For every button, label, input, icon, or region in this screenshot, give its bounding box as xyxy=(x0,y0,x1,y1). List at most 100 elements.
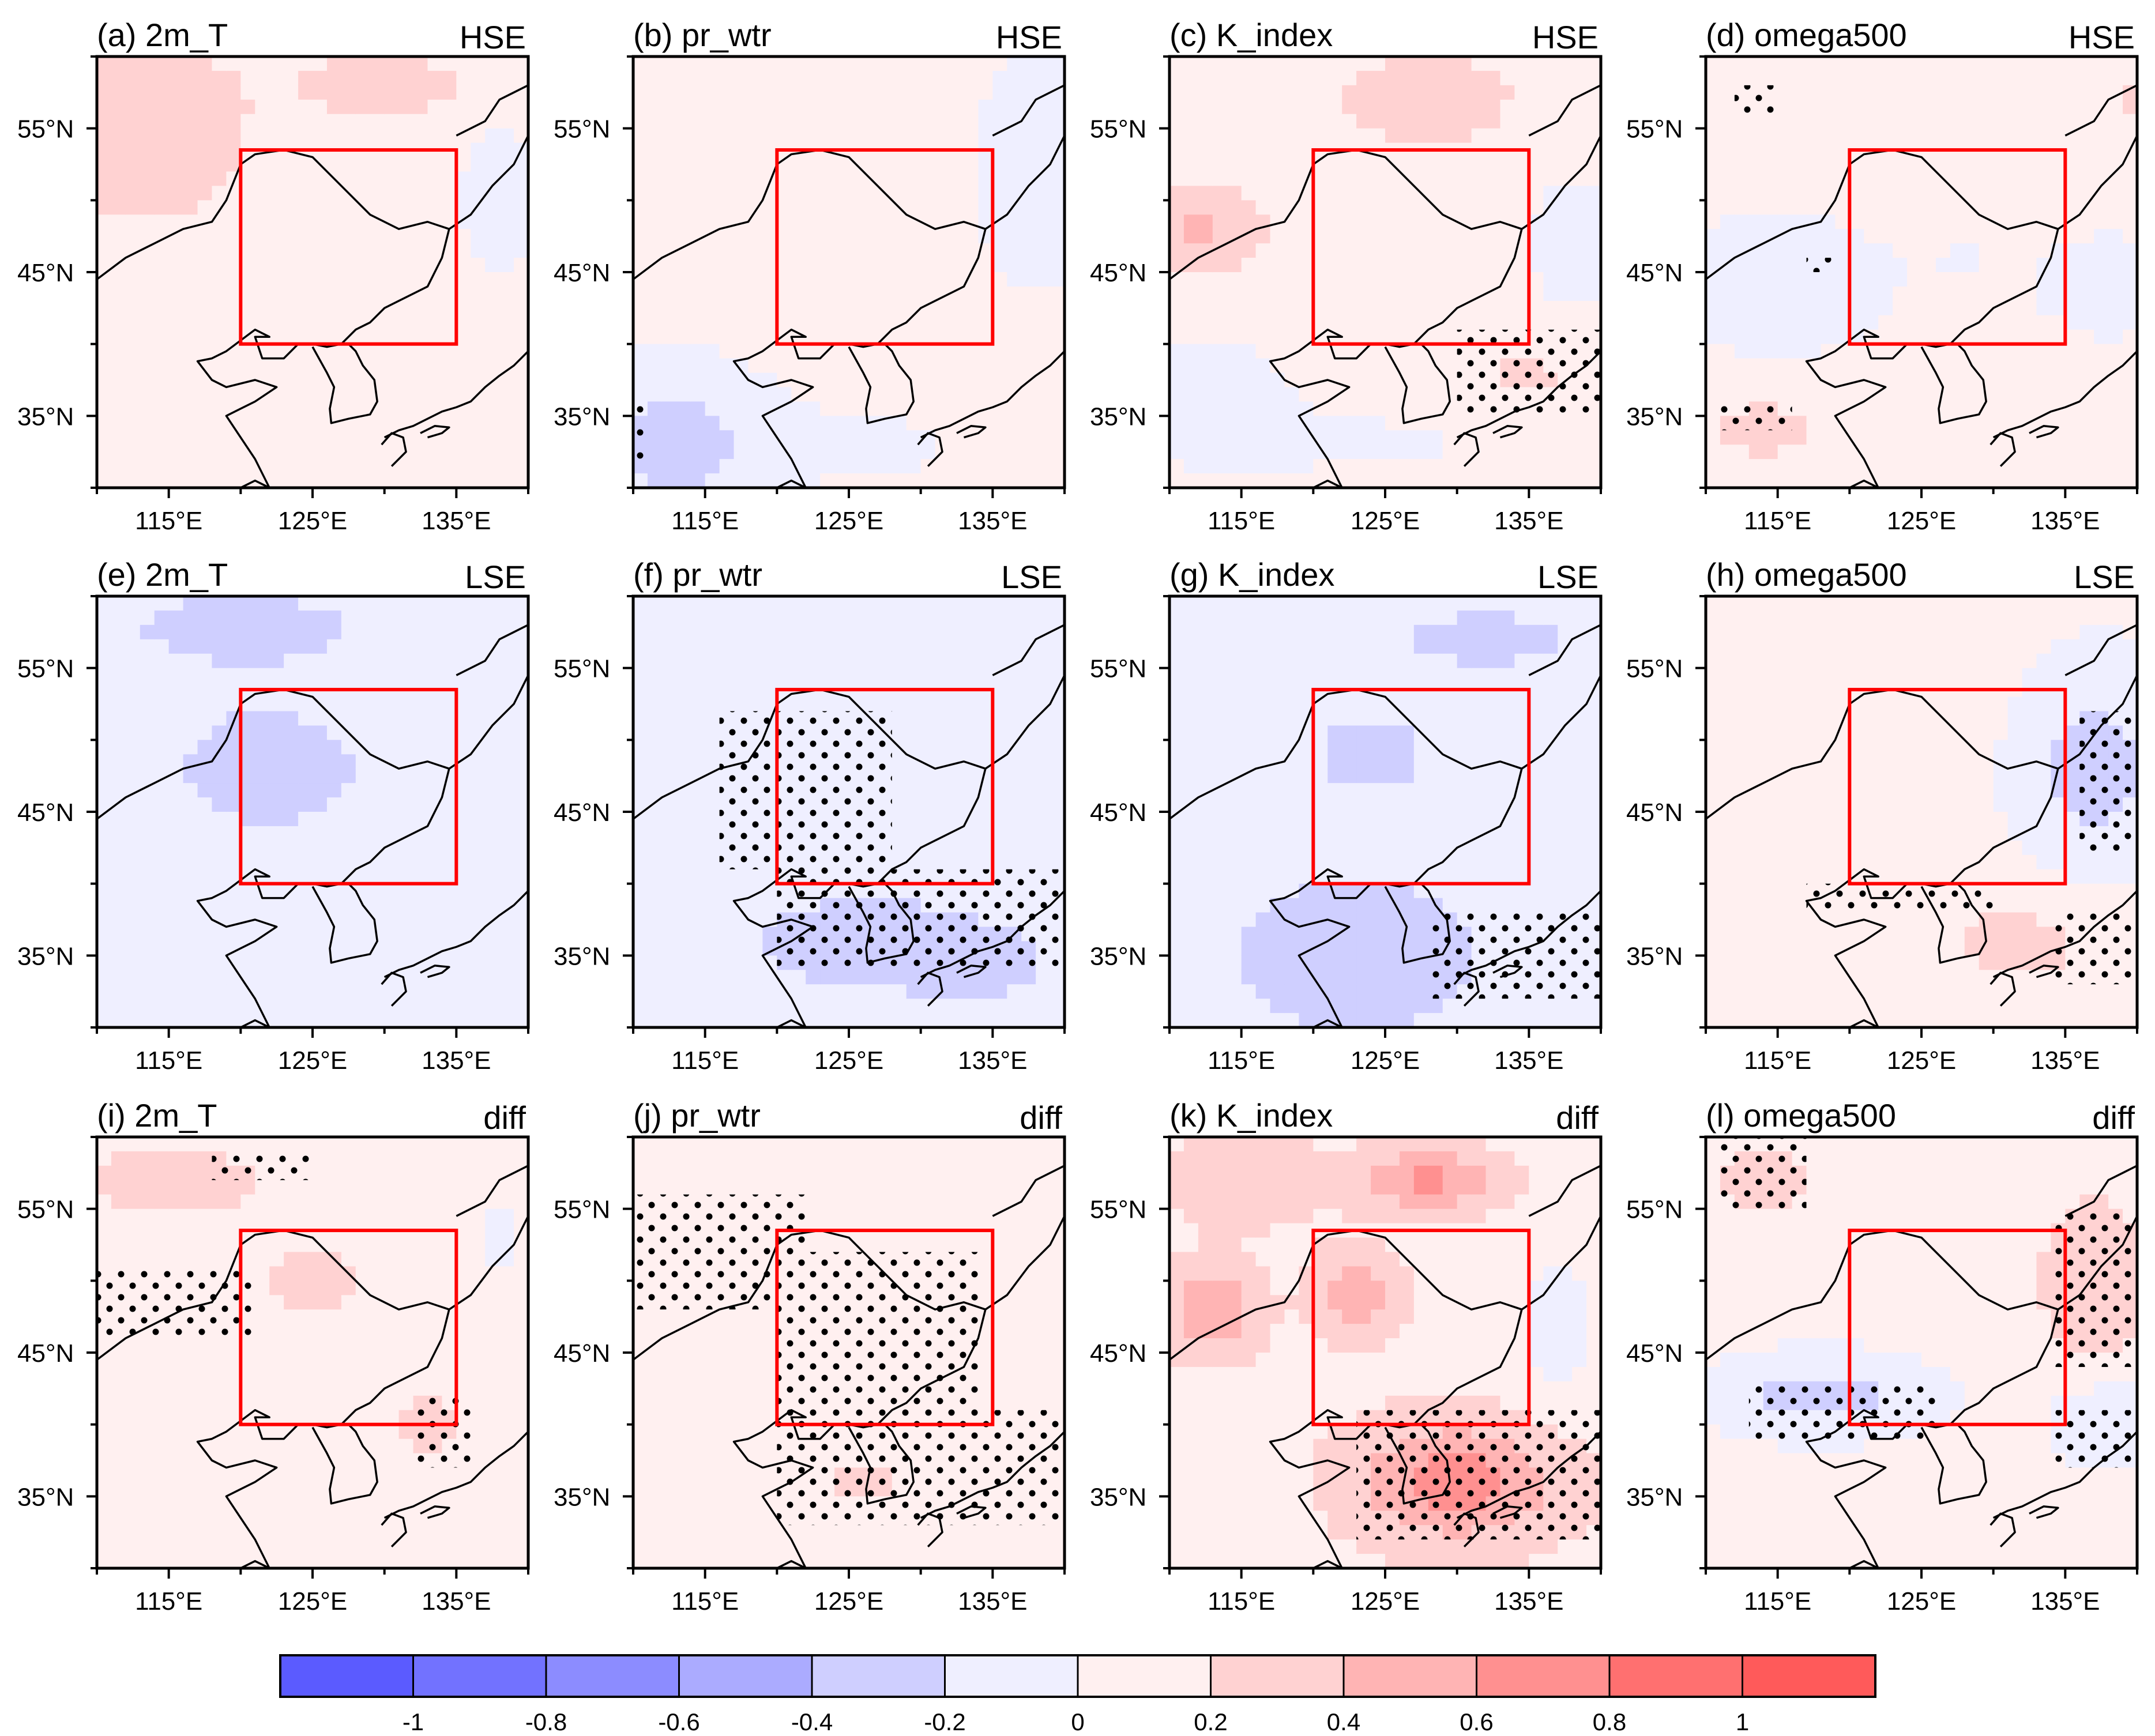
field-cell xyxy=(1385,372,1400,388)
field-cell xyxy=(1821,459,1836,474)
field-cell xyxy=(499,387,514,402)
field-cell xyxy=(370,668,385,683)
field-cell xyxy=(269,840,284,856)
field-cell xyxy=(1442,214,1458,229)
field-cell xyxy=(2065,85,2080,100)
field-cell xyxy=(633,1013,648,1028)
field-cell xyxy=(806,300,821,316)
field-cell xyxy=(341,171,356,186)
field-cell xyxy=(762,142,777,158)
field-cell xyxy=(1777,85,1793,100)
field-cell xyxy=(2022,315,2037,330)
field-cell xyxy=(154,114,170,129)
field-cell xyxy=(1806,186,1822,201)
field-cell xyxy=(690,999,706,1014)
field-cell xyxy=(226,229,241,244)
field-cell xyxy=(2051,70,2066,86)
field-cell xyxy=(2079,171,2094,186)
field-cell xyxy=(1849,344,1864,359)
field-cell xyxy=(140,114,155,129)
field-cell xyxy=(2036,70,2051,86)
field-cell xyxy=(1964,430,1980,445)
field-cell xyxy=(1935,445,1951,460)
field-cell xyxy=(1748,157,1764,172)
field-cell xyxy=(212,783,227,798)
field-cell xyxy=(1572,286,1587,302)
field-cell xyxy=(1442,286,1458,302)
field-cell xyxy=(762,99,777,115)
field-cell xyxy=(1893,358,1908,374)
field-cell xyxy=(1198,114,1213,129)
field-cell xyxy=(442,171,457,186)
field-cell xyxy=(1007,329,1022,345)
field-cell xyxy=(398,596,414,611)
coastline xyxy=(383,350,529,439)
field-cell xyxy=(313,99,328,115)
field-cell xyxy=(949,315,965,330)
field-cell xyxy=(920,57,936,71)
field-cell xyxy=(499,854,514,870)
field-cell xyxy=(255,85,270,100)
field-cell xyxy=(1442,329,1458,345)
field-cell xyxy=(269,430,284,445)
field-cell xyxy=(398,610,414,626)
field-cell xyxy=(1864,358,1879,374)
field-cell xyxy=(255,430,270,445)
field-cell xyxy=(1878,229,1893,244)
field-cell xyxy=(125,668,141,683)
field-cell xyxy=(2094,358,2109,374)
field-cell xyxy=(1586,243,1601,258)
field-cell xyxy=(398,99,414,115)
field-cell xyxy=(920,186,936,201)
field-cell xyxy=(1835,243,1850,258)
field-cell xyxy=(456,300,471,316)
field-cell xyxy=(762,57,777,71)
field-cell xyxy=(2123,473,2138,488)
field-cell xyxy=(762,473,777,488)
field-cell xyxy=(226,596,241,611)
field-cell xyxy=(2022,128,2037,144)
field-cell xyxy=(442,372,457,388)
field-cell xyxy=(326,624,342,640)
field-cell xyxy=(2065,286,2080,302)
field-cell xyxy=(690,272,706,287)
field-cell xyxy=(1950,372,1965,388)
field-cell xyxy=(313,711,328,726)
field-cell xyxy=(1792,258,1807,273)
field-cell xyxy=(1821,358,1836,374)
field-cell xyxy=(485,941,500,956)
field-cell xyxy=(313,243,328,258)
field-cell xyxy=(1255,142,1271,158)
field-cell xyxy=(964,300,979,316)
field-cell xyxy=(499,955,514,970)
field-cell xyxy=(269,1013,284,1028)
field-cell xyxy=(1299,358,1314,374)
field-cell xyxy=(661,128,677,144)
field-cell xyxy=(1835,258,1850,273)
field-cell xyxy=(1371,57,1386,71)
field-cell xyxy=(964,387,979,402)
field-cell xyxy=(255,171,270,186)
field-cell xyxy=(2022,243,2037,258)
field-cell xyxy=(1500,157,1515,172)
field-cell xyxy=(2094,128,2109,144)
field-cell xyxy=(1849,401,1864,416)
field-cell xyxy=(1198,473,1213,488)
field-cell xyxy=(284,639,299,654)
field-cell xyxy=(690,740,706,755)
field-cell xyxy=(978,99,993,115)
field-cell xyxy=(341,596,356,611)
field-cell xyxy=(514,85,529,100)
field-cell xyxy=(355,984,371,999)
field-cell xyxy=(1835,229,1850,244)
field-cell xyxy=(777,430,792,445)
field-cell xyxy=(212,624,227,640)
field-cell xyxy=(647,459,663,474)
field-cell xyxy=(341,114,356,129)
field-cell xyxy=(676,142,691,158)
field-cell xyxy=(1777,99,1793,115)
field-cell xyxy=(1558,445,1573,460)
field-cell xyxy=(269,740,284,755)
